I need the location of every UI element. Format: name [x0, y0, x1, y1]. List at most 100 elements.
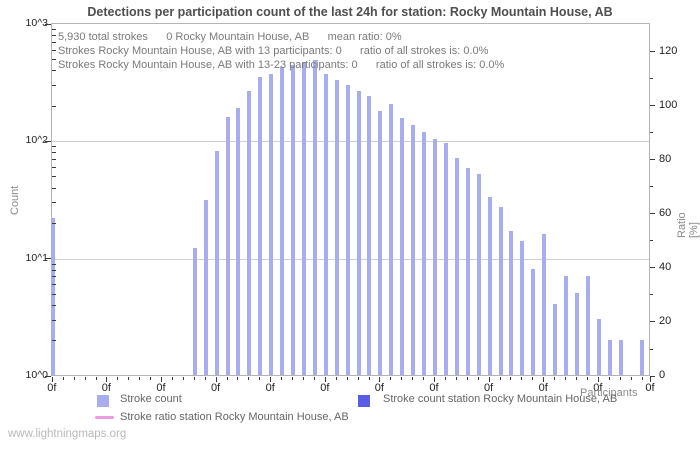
bar [454, 157, 459, 375]
left-minor-tick [51, 146, 56, 148]
left-minor-tick [51, 263, 56, 265]
bar [225, 117, 230, 375]
bar [640, 339, 645, 375]
x-minor-tick [357, 376, 359, 380]
bar [356, 91, 361, 375]
info-line: Strokes Rocky Mountain House, AB with 13… [58, 45, 489, 57]
x-minor-tick [292, 376, 293, 380]
bar [411, 125, 416, 375]
bar [618, 339, 623, 375]
right-tick-label: 40 [659, 260, 672, 273]
x-minor-tick [412, 376, 414, 380]
left-axis-title: Count [9, 185, 21, 215]
x-tick-label: 0f [593, 381, 603, 394]
x-minor-tick [368, 376, 370, 380]
x-minor-tick [630, 376, 632, 380]
x-major-tick [379, 376, 381, 382]
x-minor-tick [346, 376, 348, 380]
bar [269, 73, 274, 375]
left-minor-tick [51, 28, 56, 30]
right-minor-tick [650, 78, 653, 79]
bar [564, 275, 569, 375]
left-minor-tick [51, 159, 56, 160]
bar [585, 275, 590, 375]
x-major-tick [543, 376, 545, 382]
x-minor-tick [477, 376, 479, 380]
x-tick-label: 0f [101, 381, 111, 394]
left-minor-tick [51, 269, 56, 271]
bar [214, 151, 219, 375]
x-minor-tick [259, 376, 261, 380]
bar [400, 118, 405, 375]
bar [345, 84, 350, 375]
left-minor-tick [51, 284, 56, 286]
right-major-tick [650, 159, 655, 161]
x-tick-label: 0f [484, 381, 494, 394]
x-minor-tick [532, 376, 534, 380]
left-minor-tick [51, 49, 56, 51]
left-tick-label: 10^3 [25, 17, 48, 29]
x-minor-tick [182, 376, 184, 380]
decade-gridline [52, 141, 649, 143]
x-minor-tick [401, 376, 403, 380]
bar [476, 173, 481, 375]
x-minor-tick [521, 376, 523, 380]
bar [465, 168, 470, 375]
plot-area [50, 23, 650, 376]
left-major-tick [45, 375, 51, 377]
x-minor-tick [128, 376, 130, 380]
info-line: Strokes Rocky Mountain House, AB with 13… [58, 59, 505, 71]
x-axis-title: Participants [580, 387, 638, 399]
right-minor-tick [650, 132, 653, 134]
left-minor-tick [51, 293, 56, 295]
left-minor-tick [51, 105, 56, 107]
left-minor-tick [51, 70, 56, 72]
x-minor-tick [171, 376, 173, 380]
right-tick-label: 120 [659, 44, 678, 57]
x-minor-tick [466, 376, 468, 380]
x-minor-tick [576, 376, 577, 380]
left-major-tick [45, 140, 51, 142]
bar [433, 138, 437, 375]
x-minor-tick [84, 376, 86, 380]
left-minor-tick [51, 152, 56, 154]
x-minor-tick [281, 376, 283, 380]
bar [553, 304, 558, 375]
right-major-tick [650, 51, 655, 52]
bar [520, 240, 525, 375]
x-major-tick [161, 376, 162, 382]
x-major-tick [488, 376, 490, 382]
right-minor-tick [650, 294, 653, 296]
x-minor-tick [619, 376, 621, 380]
left-minor-tick [51, 166, 56, 168]
x-minor-tick [313, 376, 315, 380]
bar [247, 91, 252, 375]
right-tick-label: 20 [659, 314, 672, 327]
x-minor-tick [117, 376, 119, 380]
right-tick-label: 80 [659, 152, 672, 165]
decade-gridline [52, 258, 649, 260]
left-tick-label: 10^0 [25, 369, 48, 381]
x-minor-tick [608, 376, 610, 380]
x-tick-label: 0f [47, 381, 57, 394]
right-minor-tick [650, 240, 653, 242]
left-major-tick [45, 258, 51, 260]
x-major-tick [434, 376, 435, 382]
x-minor-tick [554, 376, 556, 380]
legend-label: Stroke count station Rocky Mountain Hous… [383, 393, 618, 405]
legend-label: Stroke ratio station Rocky Mountain Hous… [120, 411, 349, 423]
x-tick-label: 0f [156, 381, 166, 394]
x-major-tick [106, 376, 108, 382]
x-minor-tick [150, 376, 152, 380]
bar [542, 233, 547, 375]
left-minor-tick [51, 84, 56, 86]
bar [367, 96, 372, 375]
x-tick-label: 0f [374, 381, 384, 394]
x-minor-tick [193, 376, 195, 380]
x-tick-label: 0f [320, 381, 330, 394]
left-tick-label: 10^2 [25, 134, 48, 147]
bar [323, 73, 328, 375]
right-major-tick [650, 213, 655, 215]
x-tick-label: 0f [538, 381, 548, 394]
x-minor-tick [248, 376, 250, 380]
